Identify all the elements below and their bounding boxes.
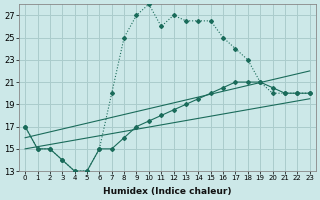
X-axis label: Humidex (Indice chaleur): Humidex (Indice chaleur) [103, 187, 232, 196]
